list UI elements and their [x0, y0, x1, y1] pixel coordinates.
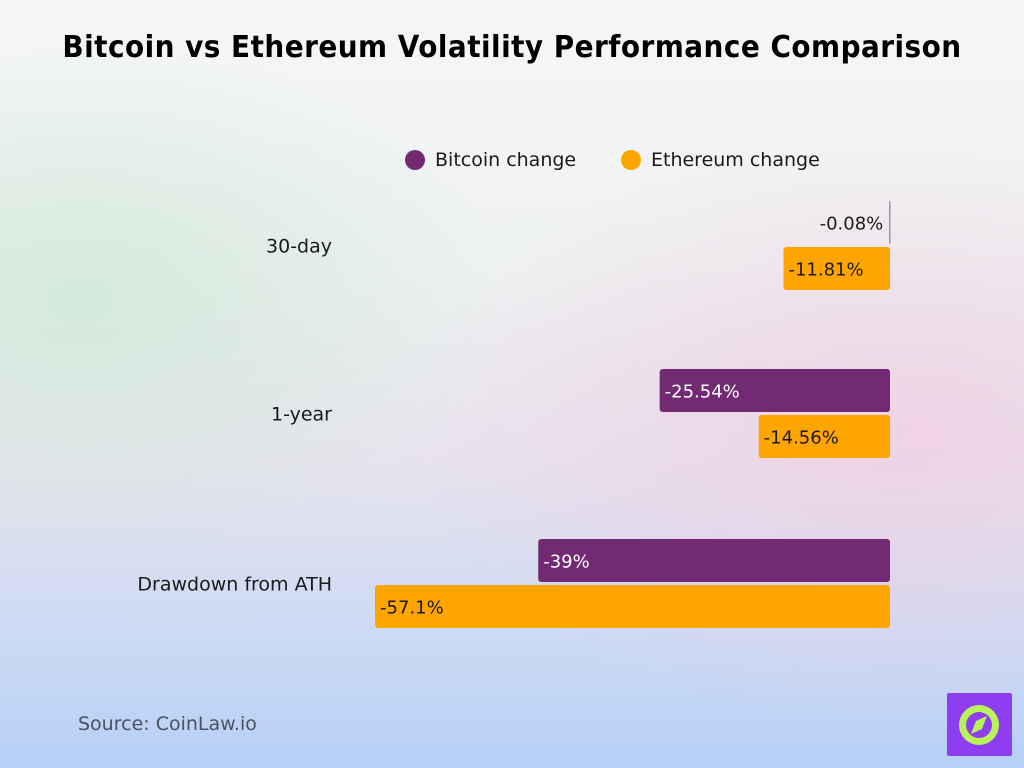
compass-logo-icon	[947, 693, 1012, 756]
category-label-0: 30-day	[266, 236, 332, 258]
legend: Bitcoin change Ethereum change	[405, 149, 820, 171]
data-label-bitcoin-1: -25.54%	[665, 382, 740, 403]
bar-ethereum-1	[758, 415, 890, 458]
category-labels: 30-day 1-year Drawdown from ATH	[137, 236, 332, 596]
data-label-bitcoin-2: -39%	[543, 552, 590, 573]
bar-ethereum-2	[375, 585, 890, 628]
bar-ethereum-0	[783, 247, 890, 290]
source-note: Source: CoinLaw.io	[78, 713, 257, 735]
data-label-bitcoin-0: -0.08%	[820, 214, 884, 235]
data-label-ethereum-2: -57.1%	[380, 598, 444, 619]
category-label-1: 1-year	[271, 404, 332, 426]
data-label-ethereum-0: -11.81%	[788, 260, 863, 281]
legend-swatch-bitcoin	[405, 150, 425, 170]
category-label-2: Drawdown from ATH	[137, 574, 332, 596]
legend-label-ethereum: Ethereum change	[651, 149, 820, 171]
chart-title: Bitcoin vs Ethereum Volatility Performan…	[62, 30, 962, 65]
bar-bitcoin-2	[538, 539, 890, 582]
bar-bitcoin-1	[659, 369, 890, 412]
legend-label-bitcoin: Bitcoin change	[435, 149, 576, 171]
legend-swatch-ethereum	[621, 150, 641, 170]
data-label-ethereum-1: -14.56%	[764, 428, 839, 449]
bars-group: -0.08% -11.81% -25.54% -14.56% -39% -57.1%	[375, 201, 890, 628]
